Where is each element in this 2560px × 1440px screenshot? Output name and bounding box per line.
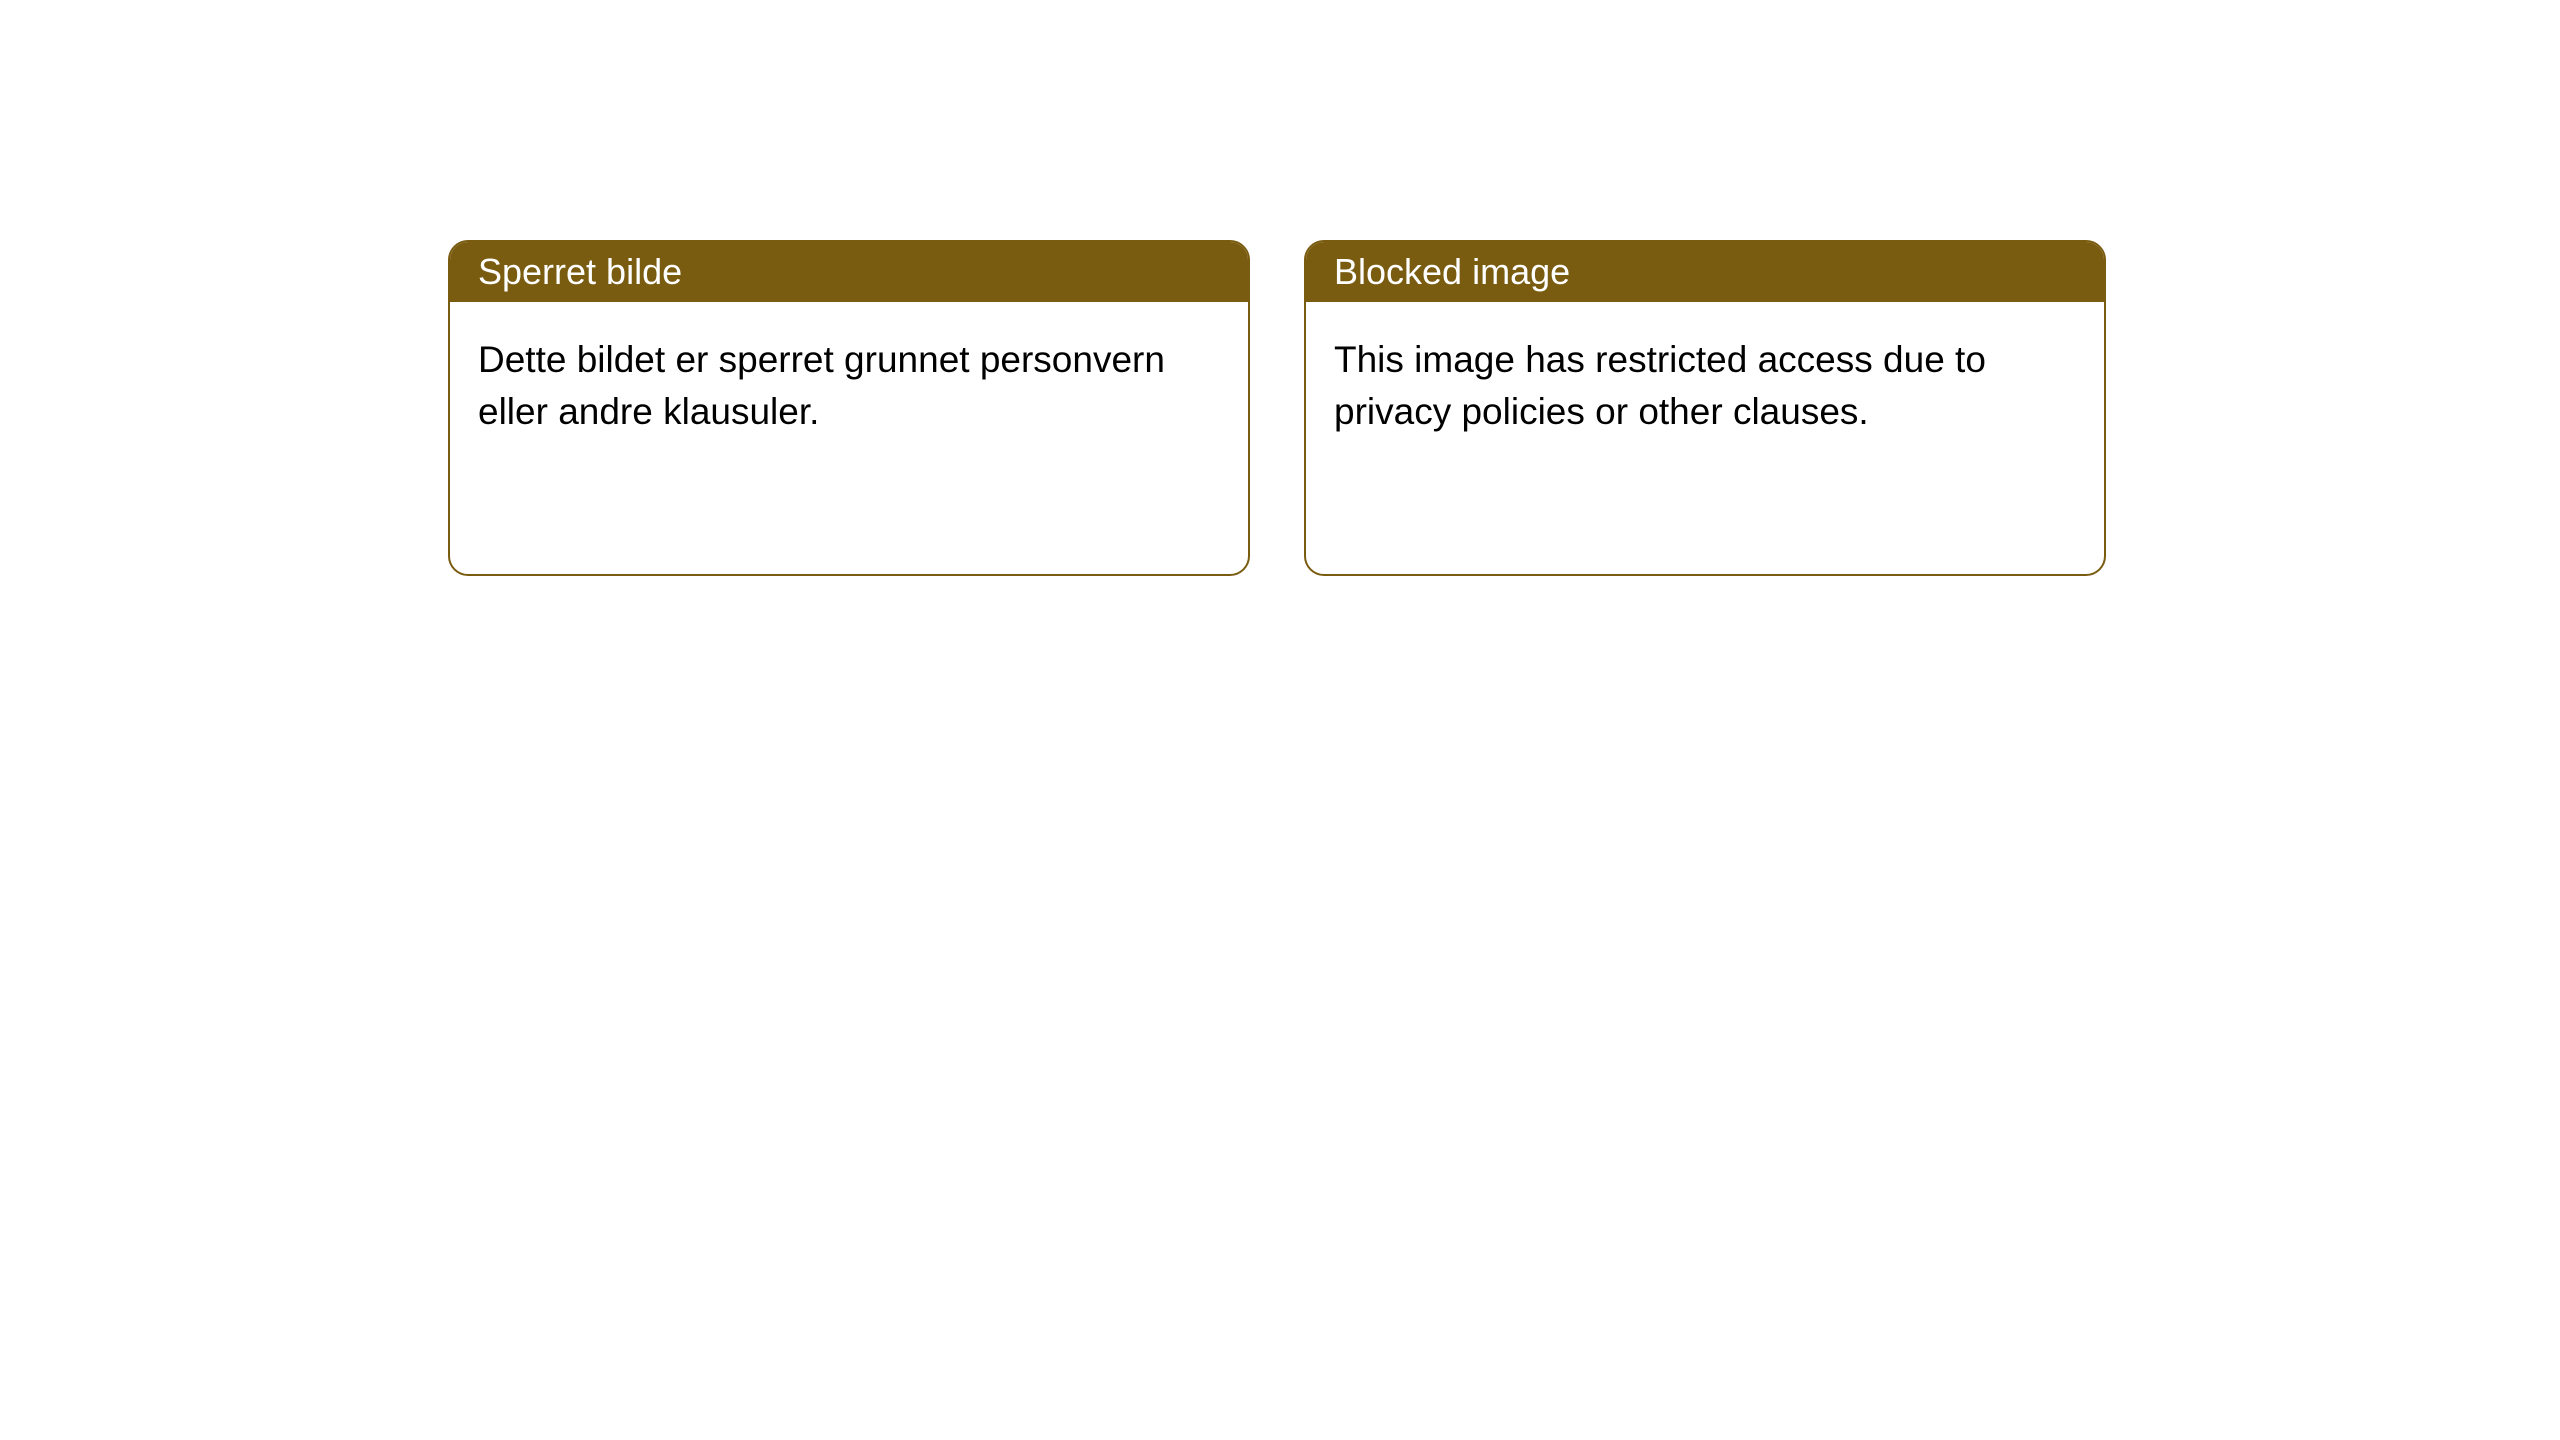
notice-body: Dette bildet er sperret grunnet personve… xyxy=(450,302,1248,470)
notice-body-text: This image has restricted access due to … xyxy=(1334,339,1986,432)
notice-body-text: Dette bildet er sperret grunnet personve… xyxy=(478,339,1165,432)
notice-title: Blocked image xyxy=(1334,251,1570,293)
notice-card-english: Blocked image This image has restricted … xyxy=(1304,240,2106,576)
notices-container: Sperret bilde Dette bildet er sperret gr… xyxy=(0,0,2560,576)
notice-card-norwegian: Sperret bilde Dette bildet er sperret gr… xyxy=(448,240,1250,576)
notice-title: Sperret bilde xyxy=(478,251,682,293)
notice-header: Sperret bilde xyxy=(450,242,1248,302)
notice-body: This image has restricted access due to … xyxy=(1306,302,2104,470)
notice-header: Blocked image xyxy=(1306,242,2104,302)
